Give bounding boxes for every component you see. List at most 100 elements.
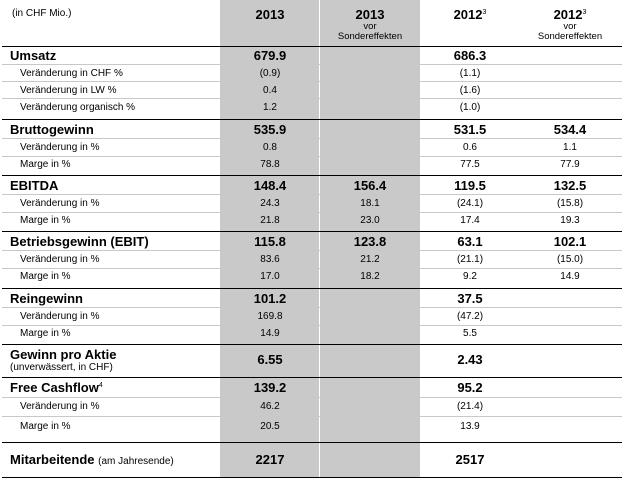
section-divider: [2, 288, 622, 289]
cell-2012: 686.3: [453, 48, 487, 63]
cell-2012: (1.1): [459, 68, 481, 79]
row-label: Marge in %: [20, 421, 71, 432]
cell-2013-special: 123.8: [353, 234, 387, 249]
section-divider: [2, 46, 622, 47]
cell-2012: 9.2: [463, 271, 477, 282]
cell-2013: 83.6: [260, 254, 280, 265]
cell-2012: (1.0): [459, 102, 481, 113]
section-divider: [2, 175, 622, 176]
column-header-2013: 2013: [255, 7, 285, 22]
cell-2013-special: 18.1: [360, 198, 380, 209]
section-divider: [2, 119, 622, 120]
cell-2013: 148.4: [253, 178, 287, 193]
row-label: Umsatz: [10, 48, 57, 63]
cell-2012: 13.9: [460, 421, 480, 432]
cell-2012: 95.2: [457, 380, 483, 395]
cell-2012: 2517: [455, 452, 485, 467]
column-header-2013-sub1: vor: [363, 21, 377, 32]
cell-2012: (1.6): [459, 85, 481, 96]
row-label: Veränderung in %: [20, 142, 100, 153]
row-label: Betriebsgewinn (EBIT): [10, 234, 149, 249]
cell-2013: 46.2: [260, 401, 280, 412]
section-divider: [2, 231, 622, 232]
row-label: Gewinn pro Aktie: [10, 347, 117, 362]
row-label: Marge in %: [20, 328, 71, 339]
cell-2012: 5.5: [463, 328, 477, 339]
footnote-marker: 4: [98, 382, 103, 389]
unit-label: (in CHF Mio.): [12, 8, 72, 19]
cell-2012-special: (15.0): [556, 254, 584, 265]
cell-2012: 0.6: [463, 142, 477, 153]
table-bottom-border: [2, 477, 622, 478]
column-header-2012: 20123: [453, 7, 487, 22]
column-header-2013-special: 2013: [355, 7, 385, 22]
cell-2012: 77.5: [460, 159, 480, 170]
cell-2013: 78.8: [260, 159, 280, 170]
row-label: Veränderung in %: [20, 401, 100, 412]
cell-2013: 2217: [255, 452, 285, 467]
cell-2013: 1.2: [263, 102, 277, 113]
cell-2013: 139.2: [253, 380, 287, 395]
cell-2012: 2.43: [457, 352, 483, 367]
column-2013-shading: [220, 0, 319, 478]
cell-2013: 21.8: [260, 215, 280, 226]
row-note: (unverwässert, in CHF): [10, 362, 113, 373]
cell-2012-special: 19.3: [560, 215, 580, 226]
row-label: Veränderung in %: [20, 198, 100, 209]
section-divider: [2, 442, 622, 443]
cell-2013: 115.8: [254, 234, 286, 249]
cell-2013-special: 23.0: [360, 215, 380, 226]
cell-2013: (0.9): [259, 68, 281, 79]
cell-2012: (47.2): [456, 311, 484, 322]
cell-2012-special: 132.5: [553, 178, 587, 193]
row-label: Marge in %: [20, 215, 71, 226]
cell-2013: 535.9: [253, 122, 287, 137]
row-label: Bruttogewinn: [10, 122, 94, 137]
cell-2012: (21.1): [456, 254, 484, 265]
cell-2013: 0.4: [263, 85, 277, 96]
cell-2013: 679.9: [253, 48, 287, 63]
cell-2013-special: 156.4: [353, 178, 387, 193]
cell-2013: 169.8: [257, 311, 283, 322]
cell-2013: 6.55: [257, 352, 283, 367]
column-header-2012-sub1: vor: [563, 21, 577, 32]
cell-2012-special: 14.9: [560, 271, 580, 282]
cell-2012: 17.4: [460, 215, 480, 226]
column-header-2012-special: 20123: [553, 7, 587, 22]
row-label: Reingewinn: [10, 291, 83, 306]
cell-2012: 37.5: [457, 291, 483, 306]
column-2013-special-shading: [320, 0, 420, 478]
cell-2012: 531.5: [453, 122, 487, 137]
cell-2012: 63.1: [457, 234, 483, 249]
cell-2012-special: 1.1: [563, 142, 577, 153]
section-divider: [2, 377, 622, 378]
cell-2012-special: (15.8): [556, 198, 584, 209]
cell-2012: (24.1): [456, 198, 484, 209]
row-label: Marge in %: [20, 159, 71, 170]
row-label: Veränderung organisch %: [20, 102, 136, 113]
row-label: EBITDA: [10, 178, 59, 193]
row-label: Veränderung in CHF %: [20, 68, 123, 79]
row-label: Free Cashflow4: [10, 380, 103, 395]
row-label: Veränderung in %: [20, 254, 100, 265]
column-header-2013-sub2: Sondereffekten: [337, 31, 403, 42]
cell-2013: 101.2: [253, 291, 287, 306]
cell-2013-special: 18.2: [360, 271, 380, 282]
cell-2012-special: 77.9: [560, 159, 580, 170]
cell-2013: 14.9: [260, 328, 280, 339]
cell-2013: 20.5: [260, 421, 280, 432]
row-note: (am Jahresende): [98, 456, 174, 467]
cell-2012: (21.4): [456, 401, 484, 412]
row-label: Veränderung in LW %: [20, 85, 117, 96]
row-label: Mitarbeitende (am Jahresende): [10, 452, 174, 467]
column-header-2012-sub2: Sondereffekten: [537, 31, 603, 42]
row-label: Marge in %: [20, 271, 71, 282]
cell-2012: 119.5: [454, 178, 486, 193]
row-label: Veränderung in %: [20, 311, 100, 322]
cell-2012-special: 534.4: [553, 122, 587, 137]
cell-2013: 0.8: [263, 142, 277, 153]
cell-2013: 17.0: [260, 271, 280, 282]
cell-2013-special: 21.2: [360, 254, 380, 265]
section-divider: [2, 344, 622, 345]
cell-2013: 24.3: [260, 198, 280, 209]
